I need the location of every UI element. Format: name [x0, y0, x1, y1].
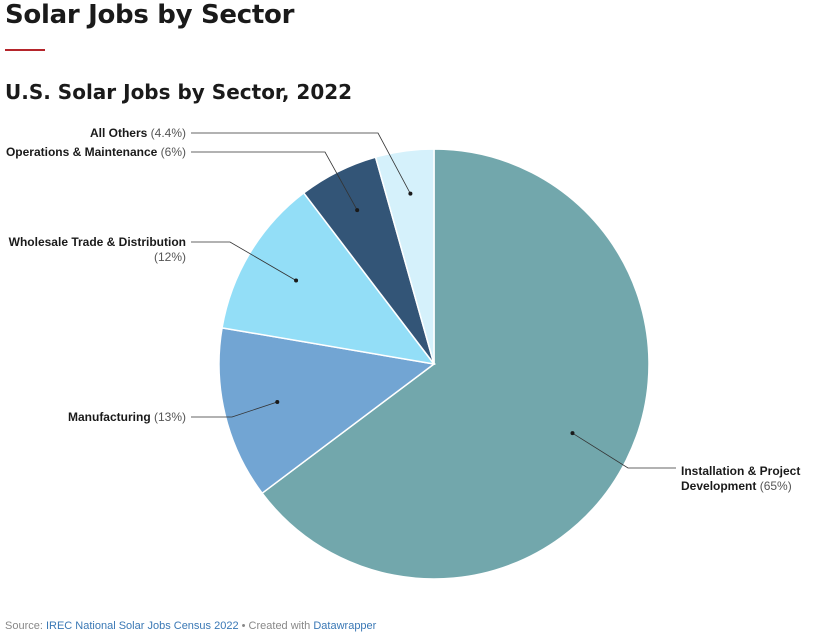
leader-line: [572, 432, 676, 469]
leader-dot: [355, 208, 360, 213]
pie-slice-all-others: [374, 148, 435, 365]
footer-separator: • Created with: [238, 620, 314, 632]
chart-footer: Source: IREC National Solar Jobs Census …: [5, 620, 376, 632]
leader-line: [191, 241, 297, 281]
slice-name: Manufacturing: [68, 410, 151, 424]
slice-name: Installation & Project: [681, 464, 800, 478]
leader-line: [191, 132, 411, 194]
chart-title: U.S. Solar Jobs by Sector, 2022: [5, 80, 353, 104]
slice-label: Manufacturing (13%): [68, 410, 186, 424]
leader-dot: [570, 431, 575, 436]
leader-line: [191, 151, 358, 211]
label-all-others: All Others (4.4%): [90, 126, 413, 196]
slice-name: Wholesale Trade & Distribution: [9, 235, 186, 249]
slice-name: Development: [681, 479, 756, 493]
leader-dot: [408, 191, 413, 196]
label-manufacturing: Manufacturing (13%): [68, 399, 280, 424]
pie-slice-manufacturing: [218, 326, 436, 495]
leader-dot: [275, 399, 280, 404]
slice-name: All Others: [90, 126, 148, 140]
leader-dot: [294, 278, 299, 283]
slice-percent: (13%): [151, 410, 186, 424]
slice-label: Operations & Maintenance (6%): [6, 145, 186, 159]
slice-percent: (12%): [154, 250, 186, 264]
slice-name: Operations & Maintenance: [6, 145, 158, 159]
slice-percent: (4.4%): [147, 126, 186, 140]
slice-label: Wholesale Trade & Distribution (12%): [9, 235, 186, 264]
datawrapper-link[interactable]: Datawrapper: [313, 620, 377, 632]
page-title: Solar Jobs by Sector: [5, 0, 295, 30]
slice-label: All Others (4.4%): [90, 126, 186, 140]
label-installation-and-project-development: Installation & Project Development (65%): [570, 431, 800, 493]
pie-slice-installation-and-project-development: [261, 148, 650, 580]
slice-percent: (6%): [157, 145, 186, 159]
label-operations-and-maintenance: Operations & Maintenance (6%): [6, 145, 360, 213]
source-link[interactable]: IREC National Solar Jobs Census 2022: [45, 620, 239, 632]
title-underline: [5, 49, 45, 51]
label-wholesale-trade-and-distribution: Wholesale Trade & Distribution (12%): [9, 235, 299, 283]
source-prefix: Source:: [5, 620, 46, 632]
slice-percent: (65%): [756, 479, 791, 493]
pie-chart: Installation & Project Development (65%) M…: [6, 126, 800, 580]
leader-line: [191, 401, 278, 418]
slice-label: Installation & Project Development (65%): [681, 464, 800, 493]
pie-slice-wholesale-trade-and-distribution: [221, 191, 436, 366]
